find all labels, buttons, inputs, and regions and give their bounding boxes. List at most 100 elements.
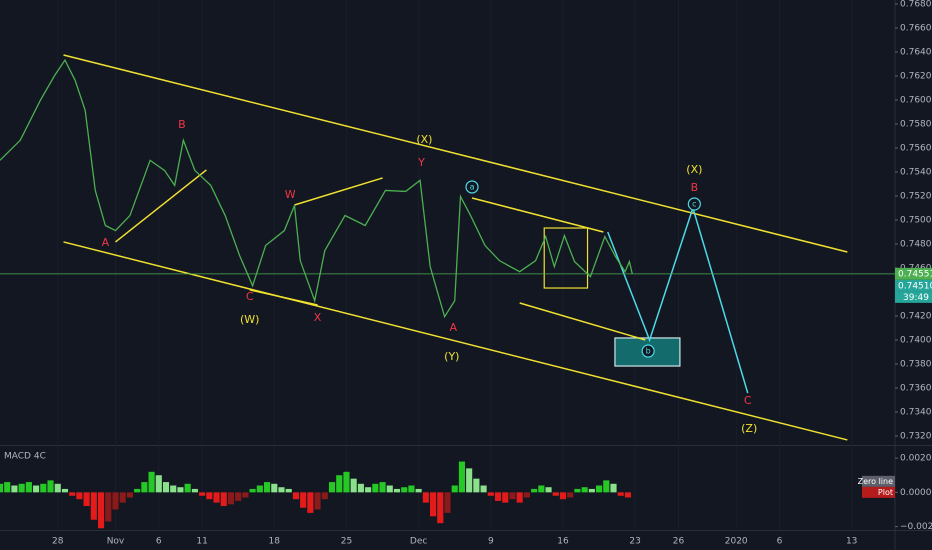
histogram-bar	[33, 485, 40, 493]
trend-line	[294, 177, 383, 206]
histogram-bar	[516, 492, 523, 503]
wave-label-circle	[641, 344, 655, 358]
histogram-bar	[415, 488, 422, 493]
histogram-bar	[126, 492, 133, 498]
histogram-bar	[242, 492, 249, 498]
last-price-tag	[895, 267, 932, 280]
price-tag-label: 0.74510	[898, 281, 932, 291]
trend-line	[471, 197, 604, 233]
histogram-bar	[314, 492, 321, 510]
histogram-bar	[170, 485, 177, 493]
histogram-bar	[47, 480, 54, 493]
x-tick-label: 18	[269, 537, 281, 547]
histogram-bar	[610, 483, 617, 493]
histogram-bar	[285, 488, 292, 493]
histogram-bar	[278, 487, 285, 493]
histogram-bar	[220, 492, 227, 507]
histogram-bar	[141, 482, 148, 493]
wave-label: A	[102, 236, 110, 249]
histogram-bar	[206, 492, 213, 500]
histogram-bar	[444, 492, 451, 513]
histogram-bar	[249, 488, 256, 493]
series-tag-label: Plot	[878, 488, 893, 497]
histogram-bar	[119, 492, 126, 503]
histogram-bar	[379, 482, 386, 493]
y-tick-label: 0.73200	[900, 431, 932, 441]
histogram-bar	[184, 483, 191, 493]
wave-label: c	[692, 200, 696, 209]
histogram-bar	[18, 483, 25, 493]
histogram-bar	[603, 480, 610, 493]
histogram-bar	[336, 475, 343, 493]
wave-label-circle	[465, 180, 479, 194]
histogram-bar	[191, 488, 198, 493]
wave-label: B	[691, 181, 699, 194]
histogram-bar	[61, 488, 69, 493]
series-tag	[862, 475, 895, 487]
x-tick-label: 23	[629, 537, 640, 547]
histogram-bar	[321, 492, 328, 500]
x-tick-label: Nov	[107, 537, 125, 547]
histogram-bar	[365, 487, 372, 493]
histogram-bar	[213, 492, 220, 503]
histogram-bar	[552, 492, 559, 496]
histogram-bar	[581, 487, 588, 493]
histogram-bar	[199, 492, 206, 496]
histogram-bar	[559, 492, 567, 500]
histogram-bar	[624, 492, 632, 498]
x-tick-label: Dec	[410, 537, 427, 547]
histogram-bar	[567, 492, 574, 498]
wave-label: X	[314, 311, 322, 324]
histogram-bar	[162, 482, 170, 493]
histogram-bar	[328, 482, 336, 493]
histogram-bar	[523, 492, 530, 498]
wave-label: Y	[417, 156, 425, 169]
histogram-bar	[105, 492, 112, 522]
histogram-bar	[235, 492, 242, 501]
histogram-bar	[401, 487, 408, 493]
x-tick-label: 2020	[725, 537, 748, 547]
histogram-bar	[134, 488, 141, 493]
x-tick-label: 25	[341, 537, 352, 547]
histogram-bar	[487, 492, 494, 496]
histogram-bar	[256, 485, 263, 493]
trend-line	[519, 302, 646, 341]
wave-label: a	[470, 182, 475, 191]
wave-label: (X)	[416, 133, 432, 146]
wave-label: (X)	[686, 163, 702, 176]
histogram-bar	[25, 482, 32, 493]
histogram-bar	[40, 483, 47, 493]
x-tick-label: 26	[673, 537, 685, 547]
x-tick-label: 6	[156, 537, 162, 547]
x-tick-label: 13	[846, 537, 857, 547]
histogram-bar	[271, 483, 278, 493]
histogram-bar	[466, 468, 473, 493]
histogram-bar	[408, 485, 415, 493]
histogram-bar	[11, 485, 18, 493]
histogram-bar	[263, 482, 271, 493]
indicator-title: MACD 4C	[4, 452, 46, 462]
wave-label: (W)	[240, 313, 259, 326]
histogram-bar	[437, 492, 444, 524]
price-tag	[895, 279, 932, 292]
histogram-bar	[155, 475, 162, 493]
histogram-bar	[393, 488, 401, 493]
price-line	[0, 58, 633, 319]
wave-label: C	[744, 394, 752, 407]
histogram-bar	[292, 492, 299, 500]
histogram-bar	[0, 483, 4, 493]
